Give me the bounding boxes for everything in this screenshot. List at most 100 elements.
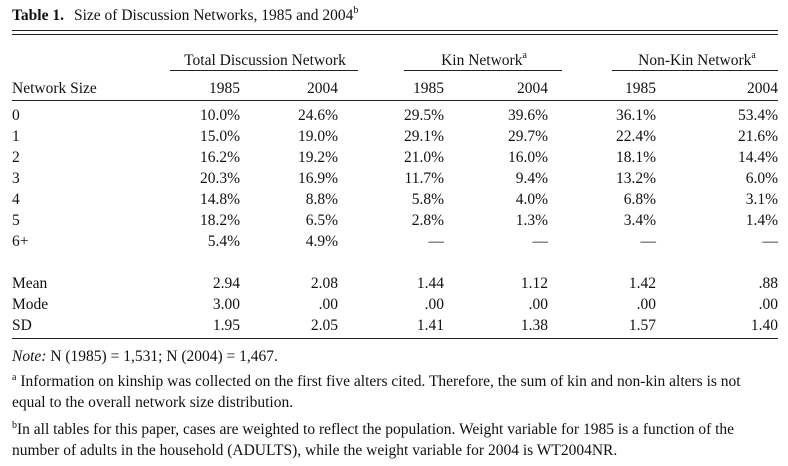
note-label: Note:: [12, 348, 47, 365]
table-cell: 1.42: [628, 275, 656, 292]
table-cell: .00: [424, 296, 444, 313]
table-cell: 2.8%: [411, 212, 444, 229]
group-rule-kin: [404, 70, 562, 71]
table-cell: 2.08: [310, 275, 338, 292]
table-cell: 21.6%: [737, 128, 778, 145]
table-cell: 19.0%: [297, 128, 338, 145]
group-header-total: Total Discussion Network: [165, 48, 365, 70]
table-cell: 3.1%: [745, 191, 778, 208]
table-notes: Note: N (1985) = 1,531; N (2004) = 1,467…: [12, 346, 776, 461]
table-row-label: 1: [12, 128, 20, 145]
table-cell: 20.3%: [199, 170, 240, 187]
footnote-a: a Information on kinship was collected o…: [12, 367, 776, 413]
table-cell: —: [532, 233, 549, 250]
table-cell: 1.38: [520, 317, 548, 334]
table-cell: 14.4%: [737, 149, 778, 166]
table-cell: 4.9%: [305, 233, 338, 250]
table-row-label: 6+: [12, 233, 29, 250]
table-cell: 1.4%: [745, 212, 778, 229]
table-cell: 24.6%: [297, 107, 338, 124]
table-cell: .00: [636, 296, 656, 313]
footnote-a-marker: a: [12, 372, 17, 383]
footnote-b-marker: b: [12, 420, 17, 432]
group-header-nonkin-marker: a: [751, 50, 756, 61]
group-header-nonkin-label: Non-Kin Network: [638, 52, 752, 70]
table-cell: 5.4%: [207, 233, 240, 250]
year-header: 2004: [307, 80, 338, 97]
table-cell: 3.4%: [623, 212, 656, 229]
table-cell: 16.9%: [297, 170, 338, 187]
table-cell: 2.05: [310, 317, 338, 334]
top-rule: [12, 30, 778, 31]
table-cell: 21.0%: [403, 149, 444, 166]
table-cell: 16.0%: [507, 149, 548, 166]
table-cell: 14.8%: [199, 191, 240, 208]
stat-row-label: SD: [12, 317, 32, 334]
table-cell: 39.6%: [507, 107, 548, 124]
table-cell: 29.5%: [403, 107, 444, 124]
table-cell: 22.4%: [615, 128, 656, 145]
table-cell: 36.1%: [615, 107, 656, 124]
table-cell: 19.2%: [297, 149, 338, 166]
table-cell: .88: [758, 275, 778, 292]
header-rule: [12, 100, 778, 101]
stub-header: Network Size: [12, 80, 97, 97]
table-cell: —: [428, 233, 445, 250]
caption-footnote-marker: b: [353, 5, 359, 16]
year-header: 1985: [209, 80, 240, 97]
year-header: 2004: [747, 80, 778, 97]
table-cell: 1.12: [520, 275, 548, 292]
group-header-kin-label: Kin Network: [441, 52, 523, 70]
stat-row-label: Mode: [12, 296, 49, 313]
table-cell: 8.8%: [305, 191, 338, 208]
table-row-label: 0: [12, 107, 20, 124]
group-header-kin-marker: a: [522, 50, 527, 61]
table-cell: 1.40: [750, 317, 778, 334]
year-header: 2004: [517, 80, 548, 97]
year-header: 1985: [413, 80, 444, 97]
table-cell: 2.94: [212, 275, 240, 292]
table-cell: .00: [528, 296, 548, 313]
table-cell: 6.8%: [623, 191, 656, 208]
table-caption: Size of Discussion Networks, 1985 and 20…: [73, 7, 354, 25]
group-header-kin: Kin Networka: [404, 48, 564, 70]
table-cell: 1.41: [416, 317, 444, 334]
table-label: Table 1.: [12, 7, 64, 25]
table-cell: 15.0%: [199, 128, 240, 145]
table-cell: 1.95: [212, 317, 240, 334]
group-rule-total: [170, 70, 358, 71]
table-cell: 4.0%: [515, 191, 548, 208]
footnote-b-text: In all tables for this paper, cases are …: [12, 421, 735, 460]
footnote-a-text: Information on kinship was collected on …: [12, 373, 741, 412]
year-header: 1985: [625, 80, 656, 97]
table-cell: 1.44: [416, 275, 444, 292]
table-cell: —: [762, 233, 779, 250]
group-header-nonkin: Non-Kin Networka: [612, 48, 782, 70]
table-cell: 1.57: [628, 317, 656, 334]
table-cell: 5.8%: [411, 191, 444, 208]
table-row-label: 4: [12, 191, 20, 208]
table-cell: 18.1%: [615, 149, 656, 166]
table-row-label: 2: [12, 149, 20, 166]
table-cell: 29.7%: [507, 128, 548, 145]
table-row-label: 5: [12, 212, 20, 229]
table-cell: 13.2%: [615, 170, 656, 187]
group-rule-nonkin: [612, 70, 778, 71]
table-cell: 6.5%: [305, 212, 338, 229]
table-cell: 9.4%: [515, 170, 548, 187]
table-cell: 18.2%: [199, 212, 240, 229]
table-cell: 11.7%: [404, 170, 444, 187]
table-cell: .00: [318, 296, 338, 313]
table-row-label: 3: [12, 170, 20, 187]
table-cell: 1.3%: [515, 212, 548, 229]
note-text: N (1985) = 1,531; N (2004) = 1,467.: [46, 348, 278, 365]
bottom-rule: [12, 338, 778, 339]
table-cell: —: [640, 233, 657, 250]
table-cell: 6.0%: [745, 170, 778, 187]
footnote-b: bIn all tables for this paper, cases are…: [12, 415, 776, 461]
stat-row-label: Mean: [12, 275, 48, 292]
table-cell: 3.00: [212, 296, 240, 313]
table-cell: .00: [758, 296, 778, 313]
group-header-total-label: Total Discussion Network: [184, 52, 346, 70]
